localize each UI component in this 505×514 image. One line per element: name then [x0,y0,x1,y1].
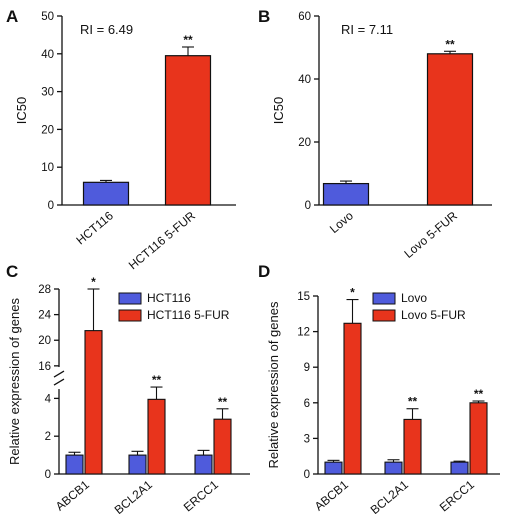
panel-d-significance: * [350,286,355,300]
panel-c-bar-hct116-5-fur [84,330,103,475]
panel-a-annotation: RI = 6.49 [80,22,133,37]
panel-d-legend-swatch [372,309,396,322]
panel-a-y-axis-title: IC50 [14,97,29,124]
panel-b-significance: ** [445,37,455,51]
panel-a-category-label: HCT116 [73,208,116,247]
panel-c-y-tick-label: 16 [38,361,51,373]
panel-d-y-tick-label: 9 [304,362,310,374]
panel-b-bar [322,182,370,206]
panel-c-y-tick-label: 2 [45,431,51,443]
panel-c-significance: * [91,275,96,289]
panel-b-y-tick-label: 20 [298,137,311,149]
panel-a-significance: ** [183,33,193,47]
panel-c-break-mark-2 [53,370,65,378]
panel-c-bar-hct116-5-fur [147,398,166,475]
panel-d-bar-lovo-5-fur [403,418,422,475]
panel-b-y-tick-label: 0 [305,200,311,212]
panel-b-annotation: RI = 7.11 [341,22,393,37]
panel-c-significance: ** [152,373,162,387]
panel-c-legend-label: HCT116 [147,291,191,305]
panel-b-label: B [258,7,270,26]
panel-a-y-tick-label: 20 [41,124,54,136]
panel-d-bar-lovo-5-fur [343,322,362,475]
panel-c-y-tick-label: 28 [38,284,51,296]
panel-d-y-tick-label: 12 [297,327,310,339]
panel-c-y-tick-label: 24 [38,310,51,322]
panel-a-category-label: HCT116 5-FUR [126,208,198,272]
panel-d-legend-swatch [372,292,396,305]
panel-c-bar-hct116 [128,454,147,475]
panel-a-y-tick-label: 40 [41,49,54,61]
panel-b-bar [426,53,474,206]
panel-b-category-label: Lovo [327,208,356,236]
panel-c-label: C [6,262,18,281]
panel-b-y-tick-label: 60 [298,11,311,23]
panel-c-bar-hct116 [194,454,213,475]
panel-c-bar-hct116 [65,454,84,475]
panel-d-significance: ** [474,387,484,401]
panel-c-significance: ** [218,395,228,409]
panel-c-category-label: BCL2A1 [112,477,155,514]
panel-a-bar [82,181,130,206]
panel-d-bar-lovo-5-fur [469,402,488,475]
panel-c-y-tick-label: 0 [45,469,51,481]
panel-d-y-tick-label: 0 [304,469,310,481]
panel-d-label: D [258,262,270,281]
panel-a-y-tick-label: 50 [41,11,54,23]
panel-c-y-tick-label: 20 [38,335,51,347]
panel-c-legend-label: HCT116 5-FUR [147,308,230,322]
panel-c-y-axis-title: Relative expression of genes [7,298,22,465]
panel-c-y-tick-label: 4 [45,393,52,405]
panel-d-bar-lovo [450,461,469,475]
panel-d-legend-label: Lovo 5-FUR [401,308,466,322]
panel-d-category-label: ABCB1 [312,477,351,513]
panel-c-legend-swatch [118,292,142,305]
panel-a-y-tick-label: 30 [41,87,54,99]
panel-c-category-label: ABCB1 [53,477,92,513]
panel-d-legend-label: Lovo [401,291,427,305]
panel-d-y-axis-title: Relative expression of genes [266,301,281,468]
panel-d-category-label: BCL2A1 [368,477,411,514]
panel-d-bar-lovo [324,461,343,475]
panel-a-y-tick-label: 10 [41,162,54,174]
panel-d-significance: ** [408,395,418,409]
panel-d-y-tick-label: 15 [297,291,310,303]
panel-d-y-tick-label: 6 [304,398,310,410]
panel-c-legend-swatch [118,309,142,322]
panel-a-bar [164,55,212,206]
panel-d-y-tick-label: 3 [304,433,310,445]
panel-d-category-label: ERCC1 [437,477,477,514]
panel-a-y-tick-label: 0 [48,200,54,212]
panel-b-y-axis-title: IC50 [271,97,286,124]
panel-a-label: A [6,7,18,26]
panel-c-category-label: ERCC1 [181,477,221,514]
panel-c-bar-hct116-5-fur [213,418,232,475]
panel-d-bar-lovo [384,461,403,475]
panel-c-break-mark-1 [53,378,65,386]
panel-b-y-tick-label: 40 [298,74,311,86]
panel-b-category-label: Lovo 5-FUR [401,208,460,261]
